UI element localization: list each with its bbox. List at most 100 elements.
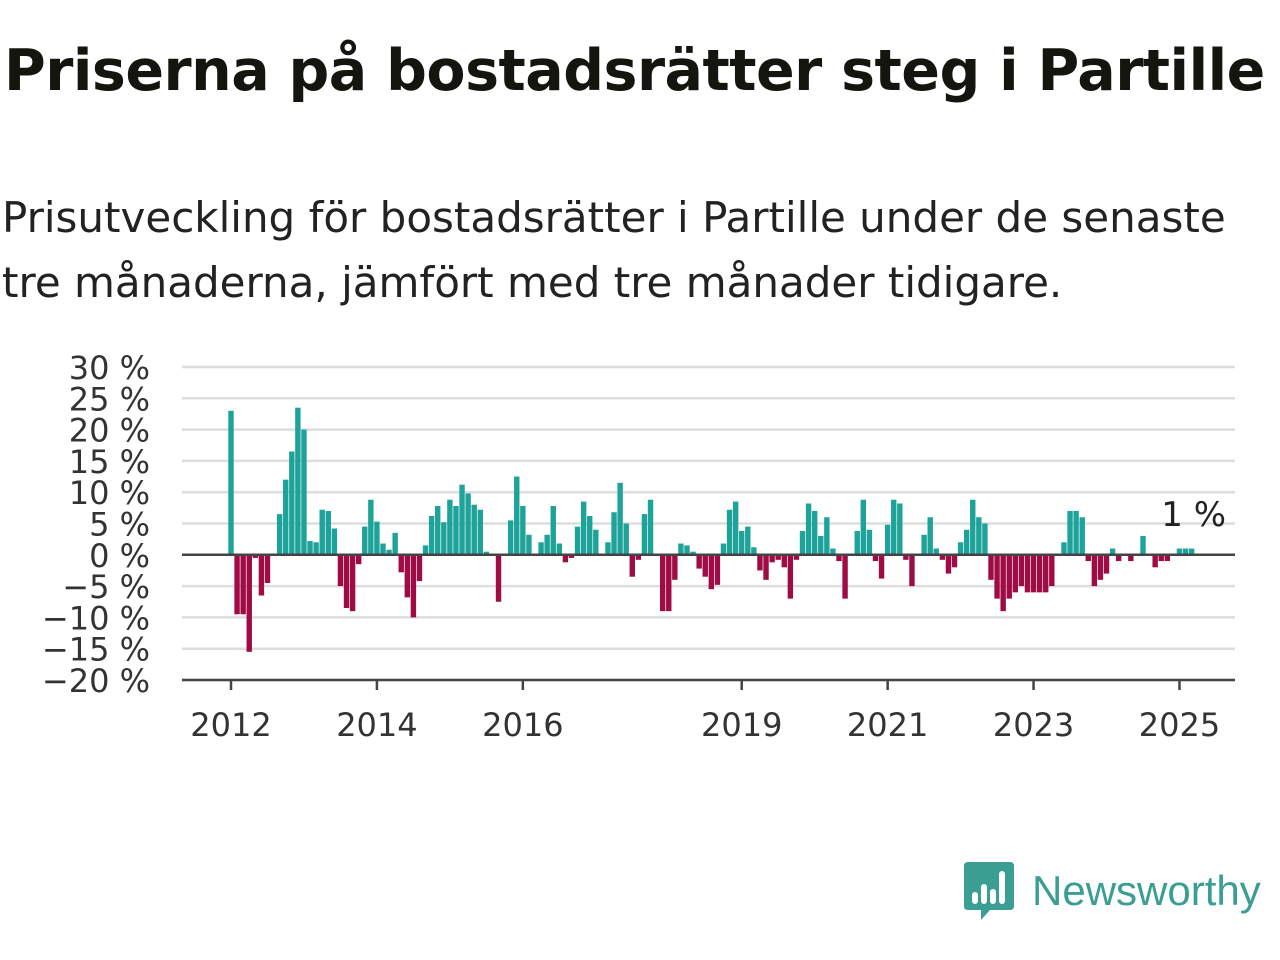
bar [921,534,927,555]
chart-title: Priserna på bostadsrätter steg i Partill… [4,38,1265,104]
bar [787,554,794,599]
bar [732,501,739,555]
bar [228,410,234,555]
bar [550,505,556,555]
bar [842,554,848,599]
bar [240,554,246,615]
bar [781,554,787,568]
bar [1067,510,1073,555]
bar [349,554,356,612]
bar [1128,554,1134,562]
bar [811,510,818,555]
bar [659,554,666,612]
bar [1103,554,1110,574]
bar [477,509,483,555]
bar [307,541,313,555]
bar [1018,554,1025,587]
y-tick-label: 15 % [69,443,150,481]
bar [568,554,575,558]
bar [520,505,526,555]
bar [410,554,417,618]
bar [398,554,404,573]
bar [514,476,520,555]
bar [824,517,830,555]
bar [562,554,569,563]
bar [471,504,477,555]
bar [1024,554,1031,593]
bar [337,554,344,587]
bar [1097,554,1104,580]
bar [386,549,392,555]
bar [951,554,958,568]
bar [264,554,271,583]
bar [647,499,654,555]
bar [775,554,781,560]
bar [1085,554,1091,562]
bar [1012,554,1019,593]
bar [1049,554,1055,587]
y-axis-labels: 30 %25 %20 %15 %10 %5 %0 %−5 %−10 %−15 %… [42,349,150,700]
bar [556,543,563,555]
bar [435,505,441,555]
brand-logo: Newsworthy [964,862,1261,920]
bar [1061,542,1067,555]
bar [726,509,733,555]
x-tick-label: 2016 [482,706,563,744]
bar [1000,554,1006,612]
bar [325,510,331,555]
bar [696,554,702,569]
y-tick-label: 10 % [69,474,150,512]
bar [641,514,648,555]
bar [830,548,836,555]
x-axis-ticks: 2012 2014 2016 2019 2021 2023 2025 [190,680,1220,744]
x-tick-label: 2014 [336,706,417,744]
bar [684,545,690,555]
bar [623,523,629,555]
bar [331,528,338,555]
y-tick-label: 25 % [69,380,150,418]
bar [343,554,350,609]
bar [1073,510,1079,555]
bar [872,554,879,562]
bar [769,554,775,563]
bar [994,554,1000,599]
x-tick-label: 2021 [847,706,928,744]
brand-name: Newsworthy [1032,867,1261,914]
bar [416,554,423,582]
chart-subtitle: Prisutveckling för bostadsrätter i Parti… [2,193,1226,307]
bar [963,529,970,555]
bar [714,554,721,585]
bar [362,526,368,555]
bar [739,531,745,555]
bar [538,542,544,555]
bar [976,517,982,555]
bar [1188,548,1195,555]
y-tick-label: 30 % [69,349,150,387]
bar [933,548,939,555]
x-tick-label: 2012 [190,706,271,744]
bar [295,407,301,555]
bar [483,551,490,555]
bar [757,554,763,571]
y-tick-label: −15 % [42,631,150,669]
bar [374,521,380,555]
bar-chart: 30 %25 %20 %15 %10 %5 %0 %−5 %−10 %−15 %… [42,349,1235,744]
bar [1006,554,1012,599]
y-tick-label: 20 % [69,412,150,450]
bar [805,503,812,555]
bar [635,554,642,560]
bar [1043,554,1049,593]
bar [459,484,465,555]
bar [1109,548,1116,555]
bar [544,534,550,555]
bar [903,554,909,560]
bar [763,554,769,580]
bar [587,515,593,555]
bar-chart-speech-bubble-icon [964,862,1014,920]
y-tick-label: −20 % [42,662,150,700]
bar [1079,517,1085,555]
bar [909,554,915,587]
bar [428,515,435,555]
bar [866,529,873,555]
bar [580,501,587,555]
